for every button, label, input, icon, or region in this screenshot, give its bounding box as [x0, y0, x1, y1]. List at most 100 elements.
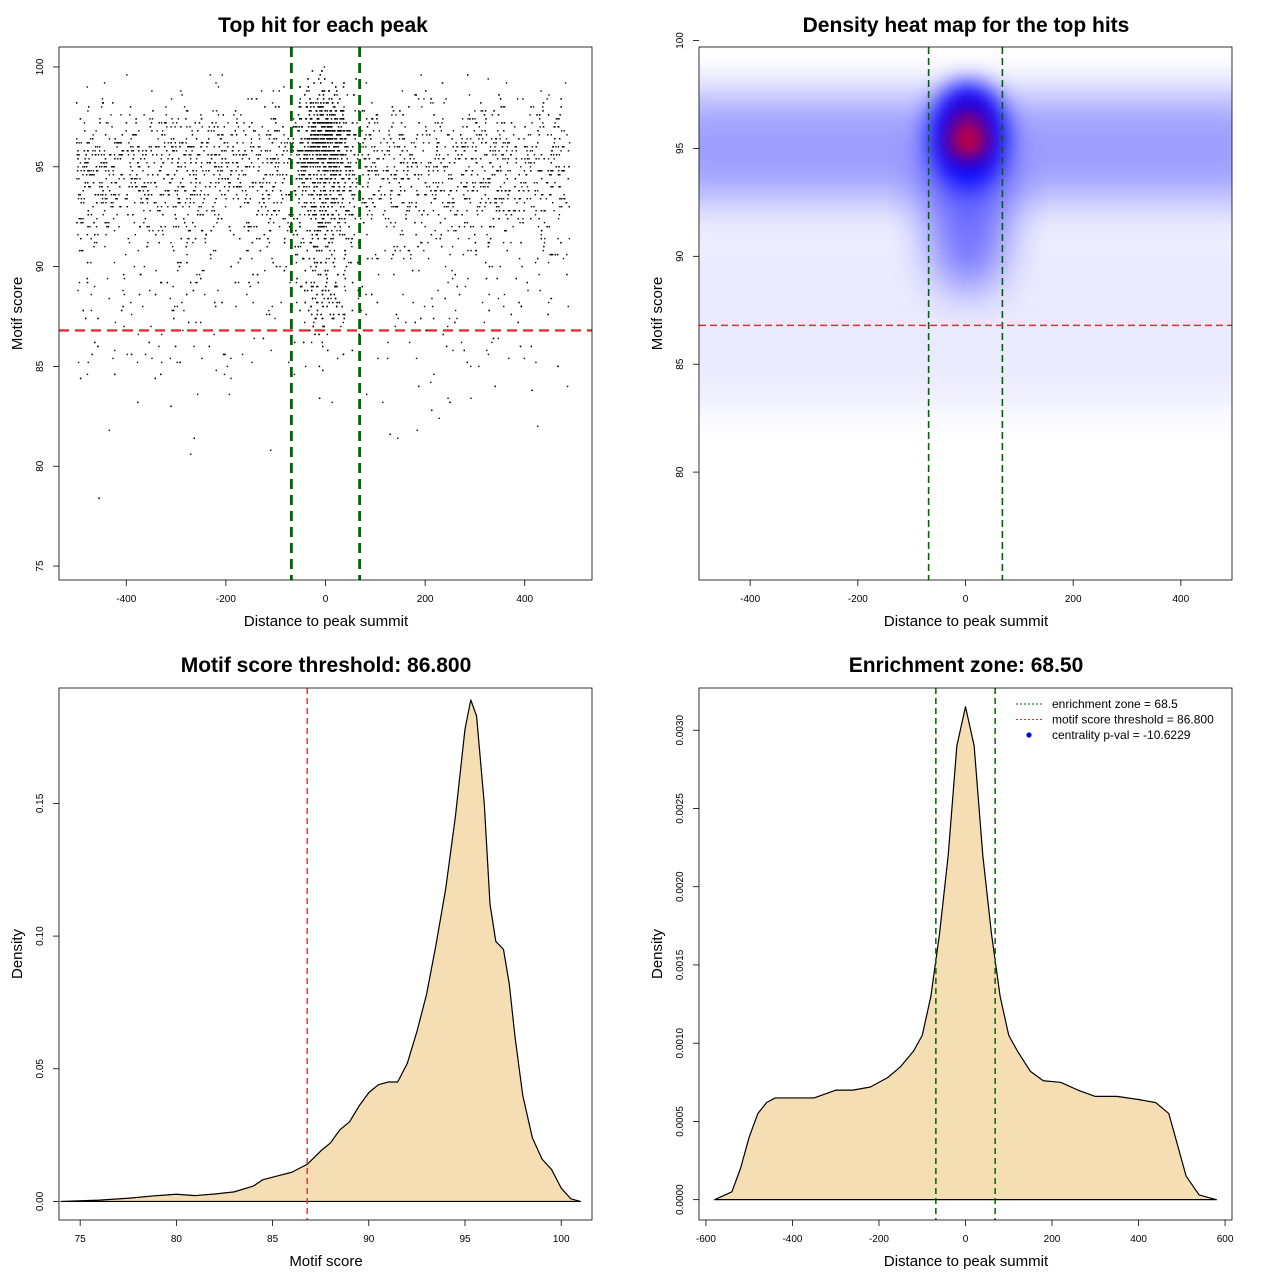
- scatter-point: [334, 297, 337, 300]
- scatter-point: [344, 253, 347, 256]
- scatter-point: [88, 142, 90, 144]
- scatter-point: [339, 118, 341, 120]
- scatter-point: [538, 273, 540, 276]
- scatter-point: [303, 174, 306, 176]
- scatter-point: [342, 178, 345, 180]
- scatter-point: [474, 150, 477, 152]
- scatter-point: [435, 237, 437, 240]
- scatter-point: [138, 293, 141, 296]
- scatter-point: [461, 118, 464, 120]
- scatter-point: [129, 114, 131, 116]
- scatter-point: [292, 213, 294, 216]
- scatter-point: [130, 178, 133, 180]
- scatter-point: [334, 225, 336, 228]
- scatter-point: [176, 305, 179, 308]
- scatter-point: [289, 158, 291, 160]
- scatter-point: [227, 146, 229, 148]
- scatter-point: [313, 174, 315, 176]
- scatter-point: [215, 154, 217, 156]
- scatter-point: [159, 170, 162, 172]
- scatter-point: [152, 229, 154, 232]
- scatter-point: [468, 114, 470, 116]
- scatter-point: [219, 138, 222, 140]
- scatter-point: [504, 229, 506, 232]
- scatter-point: [199, 182, 201, 184]
- scatter-point: [191, 134, 194, 136]
- scatter-point: [399, 110, 401, 112]
- scatter-point: [309, 150, 311, 152]
- scatter-point: [323, 66, 326, 68]
- scatter-point: [416, 166, 418, 168]
- scatter-point: [204, 237, 206, 240]
- scatter-point: [196, 130, 199, 132]
- scatter-point: [412, 301, 414, 304]
- scatter-point: [551, 150, 553, 152]
- scatter-point: [437, 122, 439, 124]
- scatter-point: [320, 190, 322, 192]
- scatter-point: [317, 237, 319, 240]
- scatter-point: [200, 277, 202, 280]
- scatter-point: [238, 174, 240, 176]
- scatter-point: [120, 114, 122, 116]
- scatter-point: [322, 106, 324, 108]
- scatter-point: [129, 106, 132, 108]
- scatter-point: [338, 217, 341, 220]
- scatter-point: [365, 202, 367, 204]
- scatter-point: [499, 138, 501, 140]
- scatter-point: [484, 194, 487, 196]
- scatter-point: [495, 202, 498, 204]
- scatter-point: [136, 178, 138, 180]
- scatter-point: [444, 146, 446, 148]
- scatter-point: [197, 209, 199, 212]
- scatter-point: [523, 170, 526, 172]
- scatter-point: [218, 178, 220, 180]
- scatter-point: [272, 261, 274, 264]
- scatter-point: [359, 126, 361, 128]
- scatter-point: [328, 134, 330, 136]
- scatter-point: [237, 261, 240, 264]
- scatter-point: [331, 241, 333, 244]
- scatter-point: [417, 245, 419, 248]
- scatter-point: [153, 202, 156, 204]
- scatter-point: [80, 170, 82, 172]
- scatter-point: [195, 162, 197, 164]
- scatter-point: [310, 209, 312, 212]
- scatter-point: [321, 150, 323, 152]
- scatter-point: [323, 102, 325, 104]
- scatter-point: [102, 162, 105, 164]
- scatter-point: [431, 305, 434, 308]
- scatter-point: [98, 497, 100, 499]
- scatter-point: [561, 146, 564, 148]
- scatter-point: [174, 126, 176, 128]
- scatter-point: [505, 213, 507, 216]
- scatter-point: [183, 217, 185, 220]
- scatter-point: [414, 162, 417, 164]
- scatter-point: [415, 162, 418, 164]
- scatter-point: [524, 162, 527, 164]
- scatter-point: [238, 186, 241, 188]
- scatter-point: [247, 249, 249, 252]
- scatter-point: [348, 134, 350, 136]
- scatter-point: [121, 150, 124, 152]
- scatter-point: [478, 206, 481, 208]
- scatter-point: [223, 373, 226, 376]
- scatter-point: [157, 229, 160, 232]
- scatter-point: [547, 261, 550, 264]
- scatter-point: [400, 134, 402, 136]
- scatter-point: [365, 134, 367, 136]
- scatter-point: [333, 293, 336, 296]
- scatter-point: [308, 154, 311, 156]
- scatter-point: [88, 186, 90, 188]
- scatter-point: [155, 233, 157, 236]
- scatter-point: [436, 166, 438, 168]
- scatter-point: [331, 134, 333, 136]
- scatter-point: [466, 209, 468, 212]
- scatter-point: [195, 178, 198, 180]
- scatter-point: [307, 142, 309, 144]
- scatter-point: [550, 297, 553, 300]
- scatter-point: [489, 237, 492, 240]
- scatter-point: [408, 341, 411, 344]
- scatter-point: [382, 178, 385, 180]
- scatter-point: [154, 182, 157, 184]
- scatter-point: [406, 174, 408, 176]
